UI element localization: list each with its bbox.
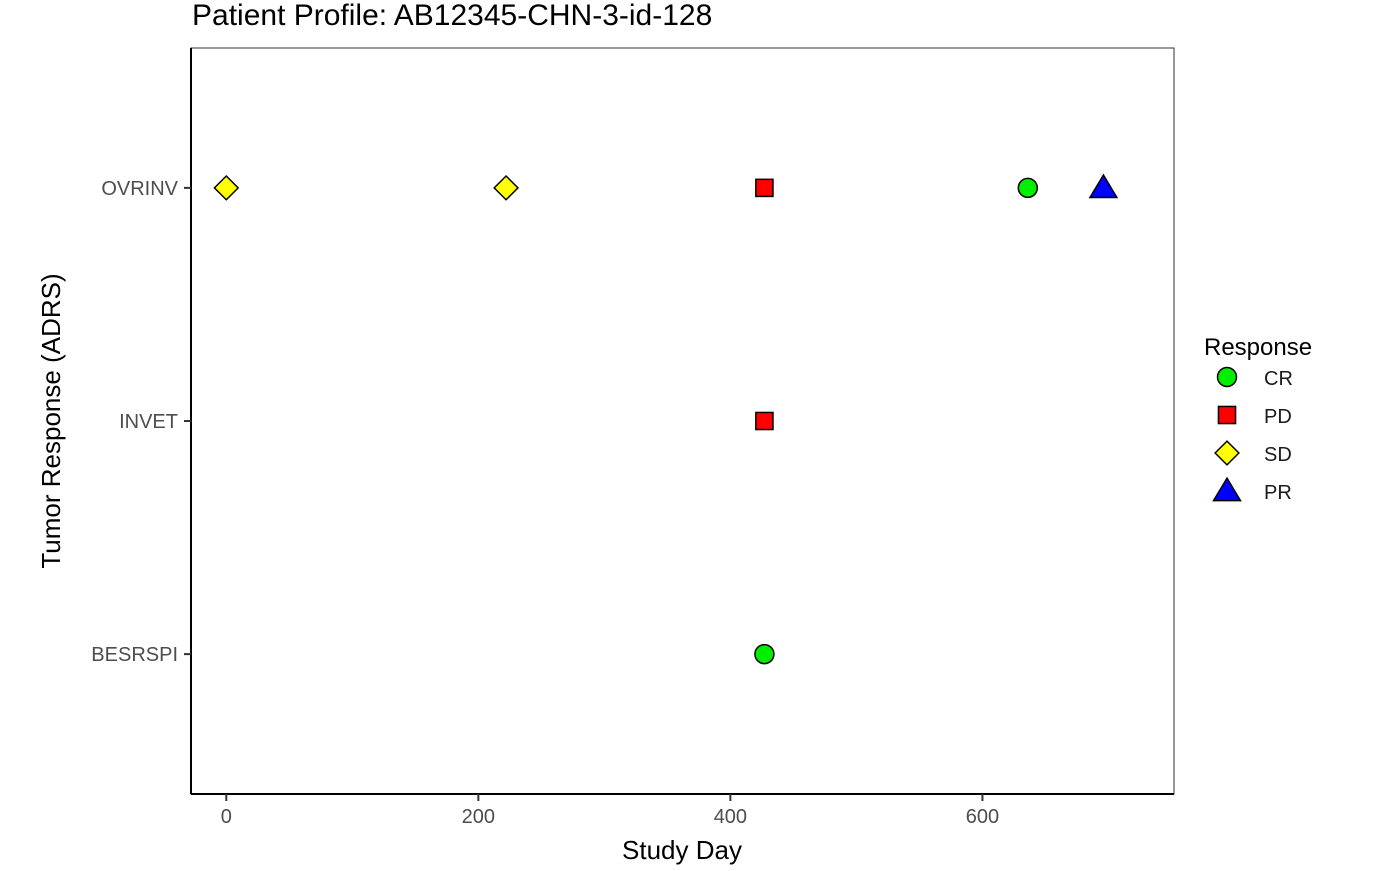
legend-pr-label: PR: [1264, 482, 1292, 504]
legend-pr-marker: [1212, 476, 1242, 502]
data-point-sd-marker: [213, 174, 240, 201]
x-tick-label: 0: [221, 806, 232, 828]
data-point-cr-marker: [1017, 177, 1039, 199]
y-tick-label: INVET: [119, 411, 178, 433]
legend-cr-label: CR: [1264, 368, 1293, 390]
x-axis-title: Study Day: [622, 835, 742, 865]
data-point-pd-marker: [755, 411, 774, 431]
y-tick-label: BESRSPI: [91, 644, 178, 666]
legend: Response CR PD SD PR: [1204, 334, 1312, 504]
x-tick-label: 600: [966, 806, 999, 828]
legend-cr-marker: [1216, 366, 1238, 388]
legend-entries: CR PD SD PR: [1212, 366, 1293, 504]
plot-panel: [190, 47, 1175, 795]
y-axis-title: Tumor Response (ADRS): [36, 273, 66, 568]
x-tick-label: 200: [462, 806, 495, 828]
x-tick-label: 400: [714, 806, 747, 828]
y-tick-label: OVRINV: [101, 178, 178, 200]
x-axis-ticks: 0 200 400 600: [221, 794, 999, 828]
legend-pd-label: PD: [1264, 406, 1292, 428]
legend-sd-label: SD: [1264, 444, 1292, 466]
legend-title: Response: [1204, 334, 1312, 361]
chart-title: Patient Profile: AB12345-CHN-3-id-128: [192, 0, 712, 32]
data-point-pr-marker: [1088, 173, 1119, 199]
data-points: [213, 173, 1119, 665]
legend-sd-marker: [1214, 440, 1240, 466]
data-point-cr-marker: [754, 643, 775, 665]
legend-pd-marker: [1217, 405, 1237, 425]
data-point-sd-marker: [493, 174, 519, 201]
data-point-pd-marker: [755, 178, 774, 198]
y-axis-ticks: BESRSPI INVET OVRINV: [91, 178, 191, 666]
